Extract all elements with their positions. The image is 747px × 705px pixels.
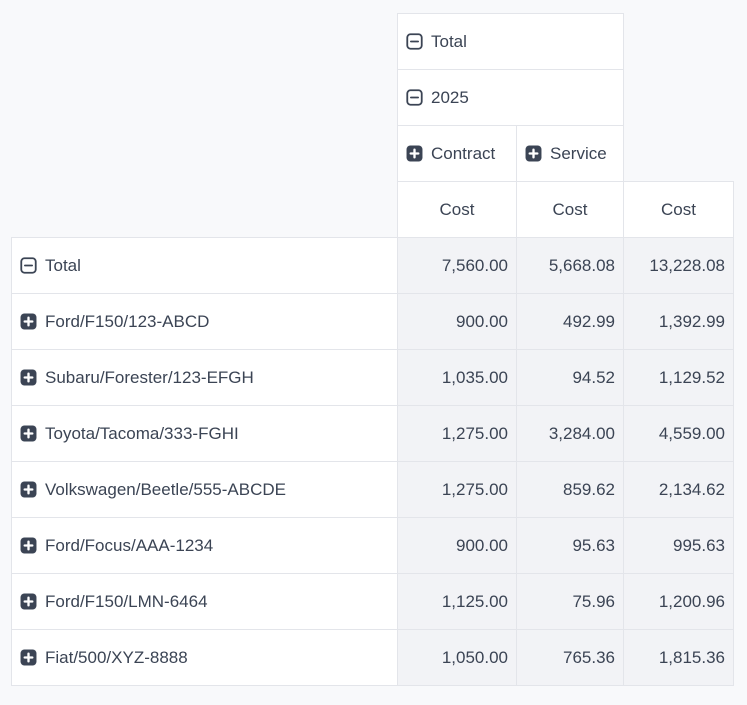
minus-square-icon[interactable] (20, 257, 37, 274)
row-label: Fiat/500/XYZ-8888 (45, 647, 188, 667)
cell-value: 5,668.08 (516, 237, 624, 294)
col-header-service-label: Service (550, 143, 607, 163)
header-corner-spacer (12, 126, 398, 182)
cell-value: 95.63 (516, 517, 624, 574)
cell-value: 1,035.00 (397, 349, 517, 406)
plus-square-icon[interactable] (20, 537, 37, 554)
row-header[interactable]: Subaru/Forester/123-EFGH (11, 349, 398, 406)
measure-header-cost[interactable]: Cost (397, 181, 517, 238)
plus-square-icon[interactable] (20, 481, 37, 498)
cell-value: 1,200.96 (623, 573, 734, 630)
plus-square-icon[interactable] (20, 369, 37, 386)
row-header[interactable]: Ford/F150/123-ABCD (11, 293, 398, 350)
row-header[interactable]: Ford/F150/LMN-6464 (11, 573, 398, 630)
cell-value: 1,275.00 (397, 405, 517, 462)
cell-value: 1,392.99 (623, 293, 734, 350)
plus-square-icon[interactable] (525, 145, 542, 162)
cell-value: 2,134.62 (623, 461, 734, 518)
col-header-2025-label: 2025 (431, 87, 469, 107)
table-row: Ford/Focus/AAA-1234 900.00 95.63 995.63 (11, 517, 734, 574)
pivot-table: Total 2025 (11, 13, 734, 686)
table-row-total: Total 7,560.00 5,668.08 13,228.08 (11, 237, 734, 294)
measure-header-cost[interactable]: Cost (516, 181, 624, 238)
header-corner-spacer (624, 14, 734, 70)
table-row: Ford/F150/LMN-6464 1,125.00 75.96 1,200.… (11, 573, 734, 630)
row-header[interactable]: Toyota/Tacoma/333-FGHI (11, 405, 398, 462)
cell-value: 94.52 (516, 349, 624, 406)
table-row: Toyota/Tacoma/333-FGHI 1,275.00 3,284.00… (11, 405, 734, 462)
col-header-service[interactable]: Service (516, 125, 624, 182)
row-header-total[interactable]: Total (11, 237, 398, 294)
plus-square-icon[interactable] (20, 649, 37, 666)
cell-value: 13,228.08 (623, 237, 734, 294)
cell-value: 1,129.52 (623, 349, 734, 406)
pivot-view: Total 2025 (11, 13, 734, 686)
header-corner-spacer (12, 70, 398, 126)
header-corner-spacer (624, 126, 734, 182)
cell-value: 900.00 (397, 293, 517, 350)
row-header[interactable]: Volkswagen/Beetle/555-ABCDE (11, 461, 398, 518)
row-label: Total (45, 255, 81, 275)
col-header-contract[interactable]: Contract (397, 125, 517, 182)
header-corner-spacer (12, 14, 398, 70)
col-header-total-label: Total (431, 31, 467, 51)
plus-square-icon[interactable] (20, 313, 37, 330)
table-row: Ford/F150/123-ABCD 900.00 492.99 1,392.9… (11, 293, 734, 350)
measure-header-cost[interactable]: Cost (623, 181, 734, 238)
cell-value: 859.62 (516, 461, 624, 518)
cell-value: 492.99 (516, 293, 624, 350)
minus-square-icon[interactable] (406, 89, 423, 106)
cell-value: 75.96 (516, 573, 624, 630)
cell-value: 1,275.00 (397, 461, 517, 518)
row-label: Ford/F150/123-ABCD (45, 311, 210, 331)
table-row: Subaru/Forester/123-EFGH 1,035.00 94.52 … (11, 349, 734, 406)
cell-value: 1,815.36 (623, 629, 734, 686)
cell-value: 7,560.00 (397, 237, 517, 294)
cell-value: 765.36 (516, 629, 624, 686)
minus-square-icon[interactable] (406, 33, 423, 50)
cell-value: 1,125.00 (397, 573, 517, 630)
col-header-total[interactable]: Total (397, 13, 624, 70)
plus-square-icon[interactable] (20, 425, 37, 442)
col-header-contract-label: Contract (431, 143, 496, 163)
cell-value: 1,050.00 (397, 629, 517, 686)
header-corner-spacer (12, 182, 398, 238)
row-header[interactable]: Ford/Focus/AAA-1234 (11, 517, 398, 574)
plus-square-icon[interactable] (406, 145, 423, 162)
row-header[interactable]: Fiat/500/XYZ-8888 (11, 629, 398, 686)
cell-value: 4,559.00 (623, 405, 734, 462)
cell-value: 900.00 (397, 517, 517, 574)
row-label: Toyota/Tacoma/333-FGHI (45, 423, 239, 443)
row-label: Ford/Focus/AAA-1234 (45, 535, 214, 555)
header-corner-spacer (624, 70, 734, 126)
row-label: Ford/F150/LMN-6464 (45, 591, 208, 611)
plus-square-icon[interactable] (20, 593, 37, 610)
row-label: Volkswagen/Beetle/555-ABCDE (45, 479, 286, 499)
table-row: Fiat/500/XYZ-8888 1,050.00 765.36 1,815.… (11, 629, 734, 686)
cell-value: 3,284.00 (516, 405, 624, 462)
cell-value: 995.63 (623, 517, 734, 574)
row-label: Subaru/Forester/123-EFGH (45, 367, 254, 387)
col-header-2025[interactable]: 2025 (397, 69, 624, 126)
table-row: Volkswagen/Beetle/555-ABCDE 1,275.00 859… (11, 461, 734, 518)
